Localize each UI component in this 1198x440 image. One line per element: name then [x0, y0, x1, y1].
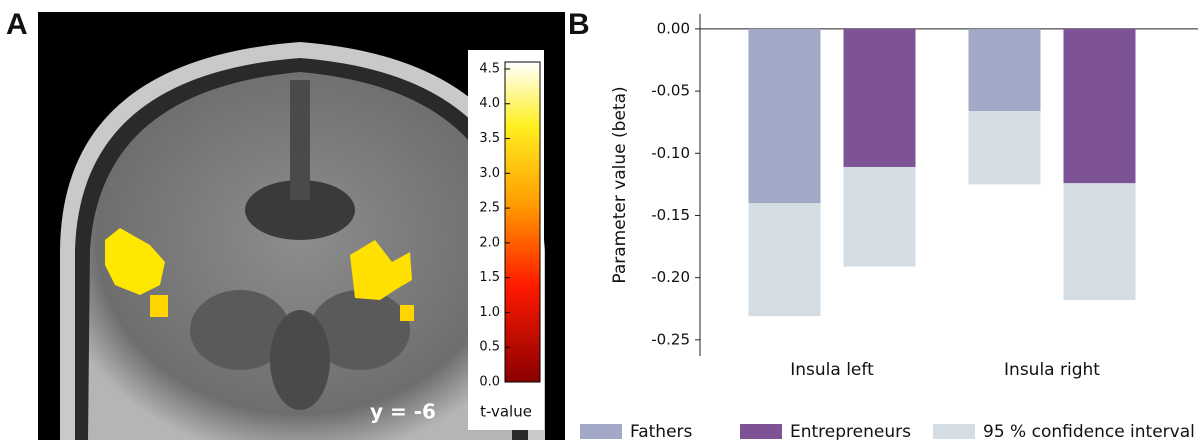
y-tick-label: -0.25 — [651, 330, 690, 348]
panel-label: A — [6, 8, 28, 41]
bar — [749, 29, 821, 203]
x-tick-label: Insula left — [790, 360, 874, 380]
colorbar-tick-label: 0.0 — [479, 375, 500, 390]
colorbar-tick-label: 3.5 — [479, 131, 500, 146]
colorbar-tick-label: 3.0 — [479, 166, 500, 181]
colorbar-tick-label: 1.5 — [479, 270, 500, 285]
legend-label: Fathers — [630, 422, 693, 440]
colorbar-tick-label: 0.5 — [479, 340, 500, 355]
page: A B y = -6 t-value Parameter value (beta… — [0, 0, 1198, 440]
x-tick-label: Insula right — [1004, 360, 1100, 380]
confidence-interval — [969, 111, 1041, 184]
y-tick-label: -0.20 — [651, 268, 690, 286]
colorbar-tick-label: 2.0 — [479, 235, 500, 250]
confidence-interval — [1064, 183, 1136, 300]
colorbar-tick-label: 4.0 — [479, 96, 500, 111]
colorbar-tick-label: 2.5 — [479, 201, 500, 216]
bar — [844, 29, 916, 167]
legend-label: 95 % confidence interval — [983, 422, 1195, 440]
bar — [1064, 29, 1136, 183]
y-tick-label: -0.15 — [651, 206, 690, 224]
annotation: y = -6 — [370, 400, 436, 424]
legend-swatch — [740, 424, 782, 439]
figure: A B y = -6 t-value Parameter value (beta… — [0, 0, 1198, 440]
legend-swatch — [580, 424, 622, 439]
y-axis-label: Parameter value (beta) — [610, 86, 630, 283]
confidence-interval — [844, 167, 916, 266]
panel-label: B — [568, 8, 590, 41]
colorbar-label: t-value — [480, 403, 532, 421]
y-tick-label: 0.00 — [657, 19, 690, 37]
legend-label: Entrepreneurs — [790, 422, 911, 440]
confidence-interval — [749, 203, 821, 316]
colorbar-tick-label: 1.0 — [479, 305, 500, 320]
legend-swatch — [933, 424, 975, 439]
y-tick-label: -0.10 — [651, 144, 690, 162]
y-tick-label: -0.05 — [651, 82, 690, 100]
colorbar-tick-label: 4.5 — [479, 61, 500, 76]
bar — [969, 29, 1041, 111]
